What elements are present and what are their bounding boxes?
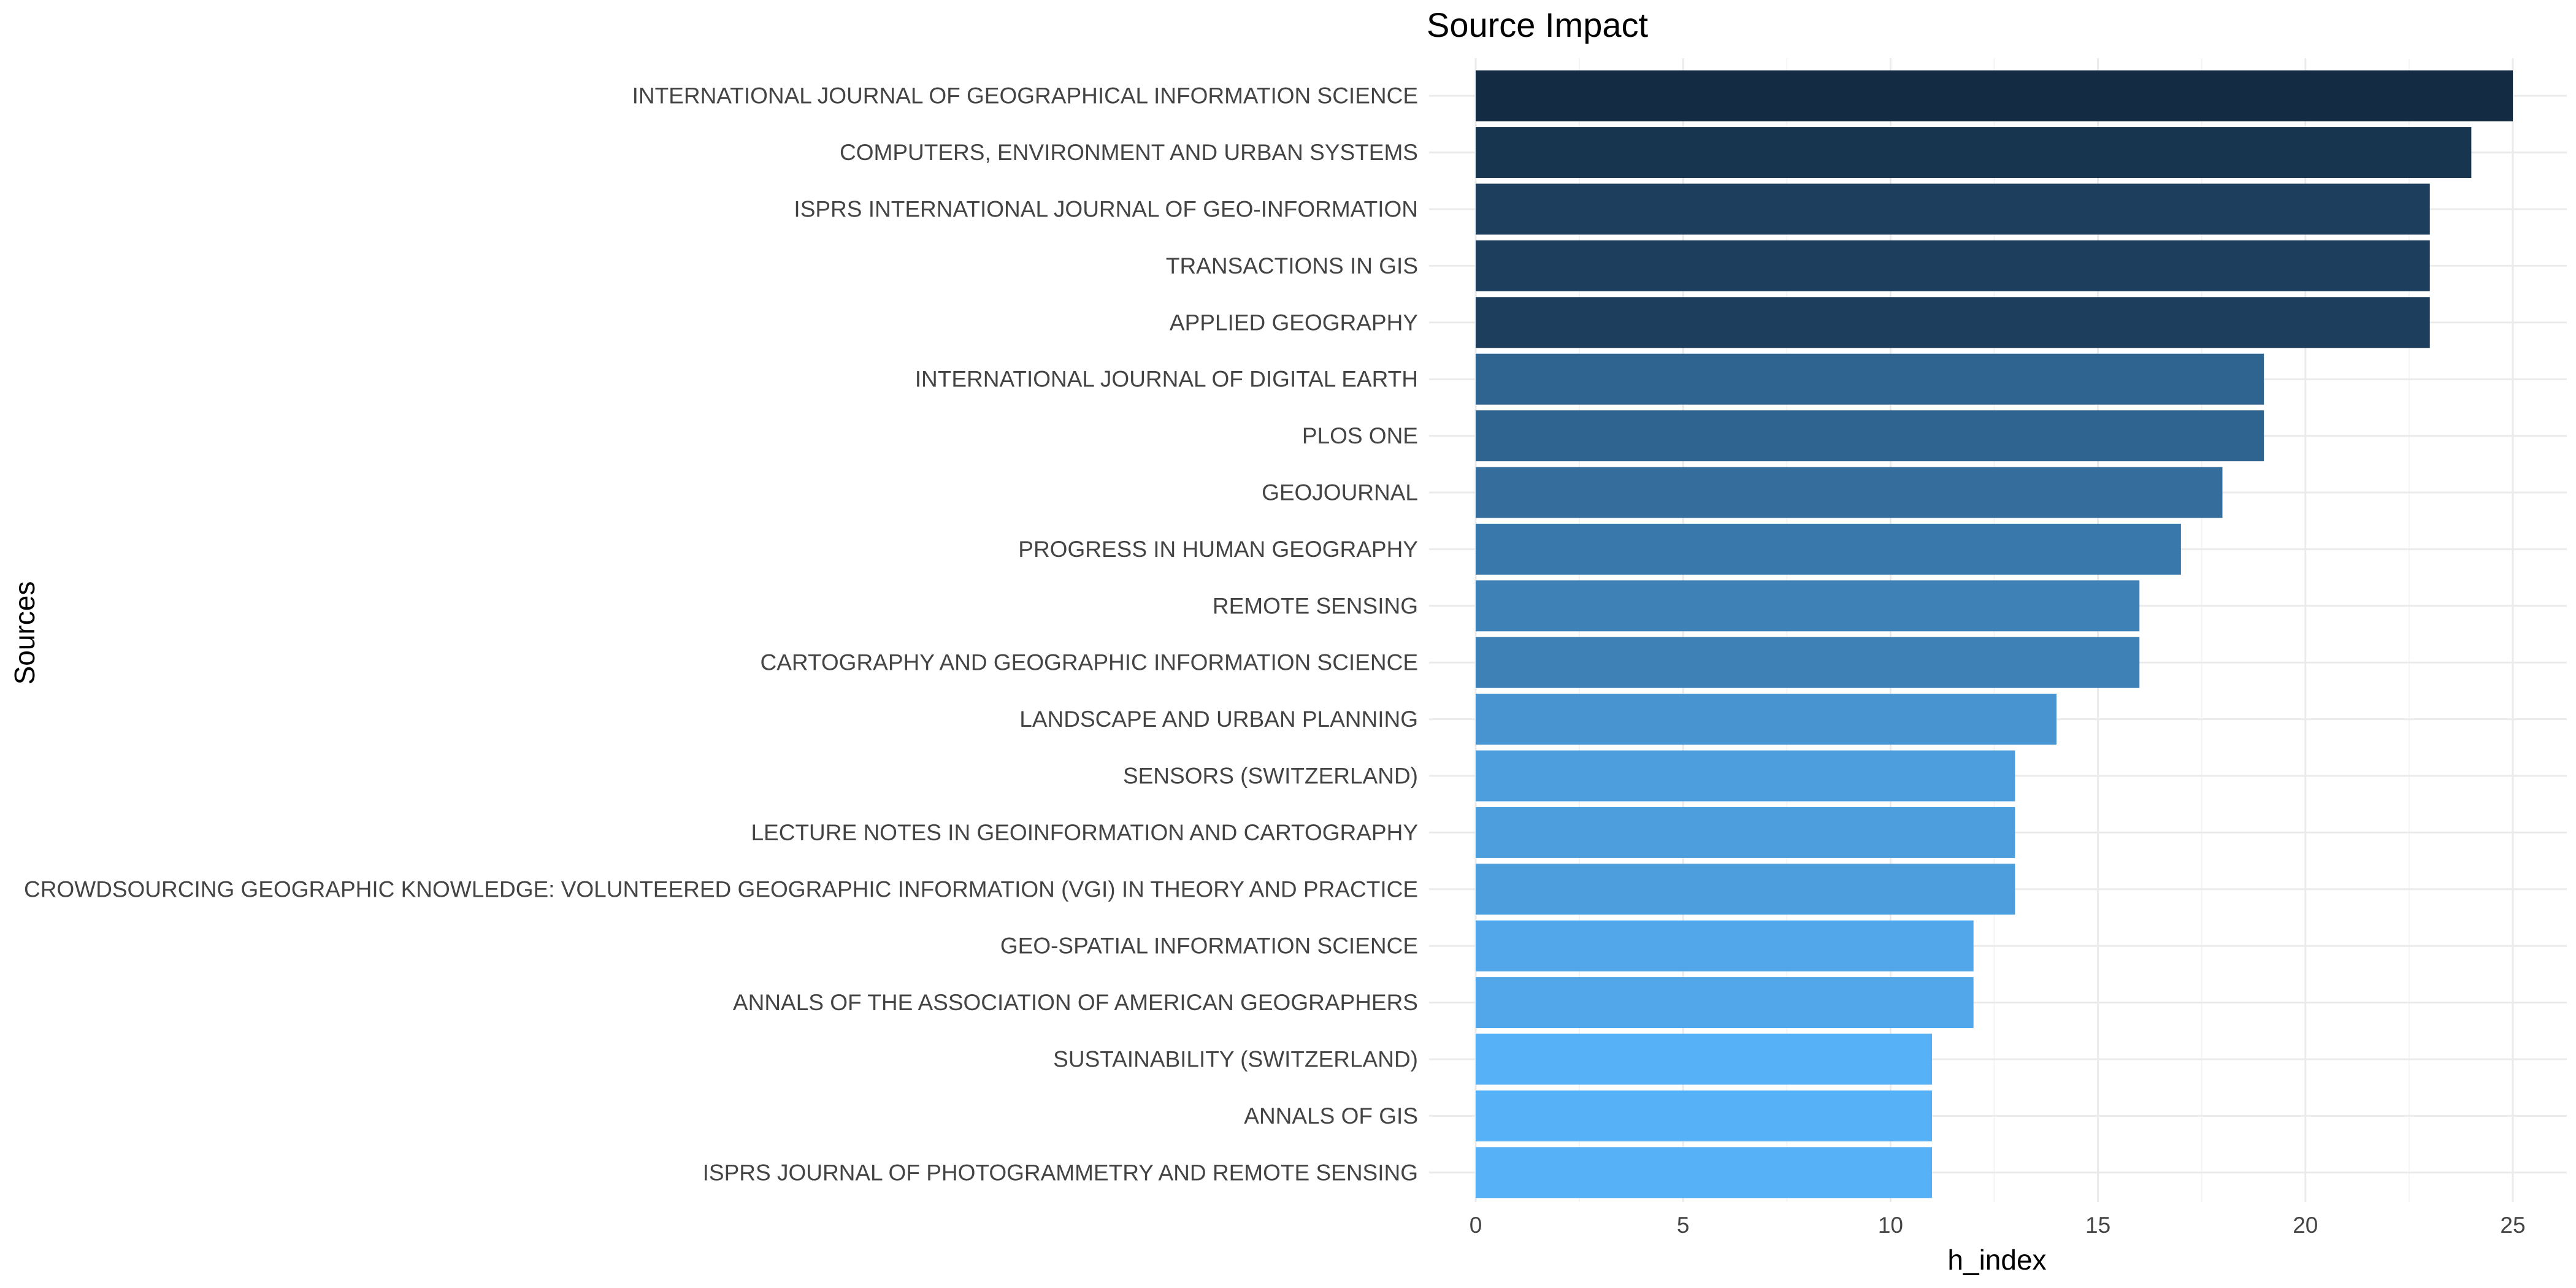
bar	[1476, 467, 2223, 518]
category-label: SUSTAINABILITY (SWITZERLAND)	[1053, 1047, 1418, 1072]
bar	[1476, 240, 2430, 291]
category-label: INTERNATIONAL JOURNAL OF GEOGRAPHICAL IN…	[632, 83, 1418, 109]
bars	[1476, 70, 2513, 1198]
category-label: ANNALS OF GIS	[1244, 1103, 1418, 1129]
category-label: INTERNATIONAL JOURNAL OF DIGITAL EARTH	[915, 367, 1418, 392]
category-label: ANNALS OF THE ASSOCIATION OF AMERICAN GE…	[733, 990, 1418, 1015]
x-axis-title: h_index	[1947, 1244, 2046, 1276]
bar	[1476, 410, 2264, 462]
bar	[1476, 920, 1974, 972]
category-label: GEOJOURNAL	[1262, 480, 1418, 505]
bar	[1476, 977, 1974, 1029]
category-label: SENSORS (SWITZERLAND)	[1123, 764, 1418, 789]
y-axis-title: Sources	[9, 581, 40, 685]
category-label: GEO-SPATIAL INFORMATION SCIENCE	[1000, 933, 1418, 959]
bar	[1476, 1033, 1933, 1085]
bar	[1476, 1090, 1933, 1141]
category-label: ISPRS INTERNATIONAL JOURNAL OF GEO-INFOR…	[794, 197, 1418, 222]
category-label: APPLIED GEOGRAPHY	[1170, 310, 1418, 335]
category-label: LANDSCAPE AND URBAN PLANNING	[1019, 707, 1418, 732]
category-label: REMOTE SENSING	[1213, 593, 1418, 618]
bar	[1476, 70, 2513, 121]
bar	[1476, 127, 2472, 178]
bar	[1476, 580, 2140, 632]
x-axis-ticks: 0 5 10 15 20 25	[1470, 1213, 2526, 1238]
bar	[1476, 523, 2181, 575]
x-tick-label: 15	[2085, 1213, 2110, 1238]
category-label: CARTOGRAPHY AND GEOGRAPHIC INFORMATION S…	[761, 650, 1418, 675]
bar	[1476, 353, 2264, 405]
bar	[1476, 1147, 1933, 1198]
x-tick-label: 5	[1677, 1213, 1690, 1238]
bar	[1476, 750, 2015, 802]
category-label: PROGRESS IN HUMAN GEOGRAPHY	[1018, 537, 1418, 562]
chart-title: Source Impact	[1427, 6, 1648, 44]
bar	[1476, 807, 2015, 858]
bar	[1476, 637, 2140, 688]
category-labels: INTERNATIONAL JOURNAL OF GEOGRAPHICAL IN…	[24, 83, 1418, 1186]
x-tick-label: 0	[1470, 1213, 1482, 1238]
category-label: TRANSACTIONS IN GIS	[1166, 253, 1418, 278]
category-label: PLOS ONE	[1302, 423, 1418, 448]
bar	[1476, 183, 2430, 235]
x-tick-label: 25	[2500, 1213, 2525, 1238]
x-tick-label: 10	[1878, 1213, 1903, 1238]
x-tick-label: 20	[2293, 1213, 2318, 1238]
category-label: ISPRS JOURNAL OF PHOTOGRAMMETRY AND REMO…	[703, 1160, 1418, 1185]
bar	[1476, 694, 2057, 745]
bar	[1476, 864, 2015, 915]
bar	[1476, 297, 2430, 348]
category-label: LECTURE NOTES IN GEOINFORMATION AND CART…	[751, 820, 1418, 845]
category-label: COMPUTERS, ENVIRONMENT AND URBAN SYSTEMS	[840, 140, 1418, 165]
category-label: CROWDSOURCING GEOGRAPHIC KNOWLEDGE: VOLU…	[24, 876, 1418, 902]
